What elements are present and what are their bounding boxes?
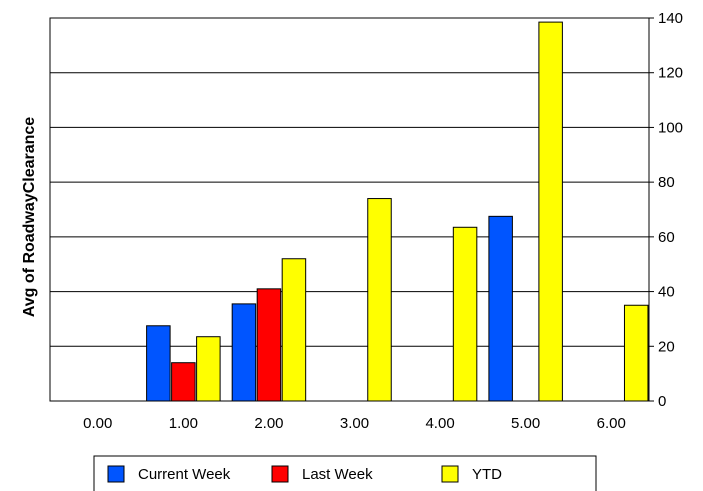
- x-tick-label: 1.00: [169, 415, 198, 432]
- legend-swatch: [271, 465, 289, 483]
- bar: [256, 288, 282, 402]
- legend-label: YTD: [472, 466, 502, 483]
- bar: [538, 21, 563, 402]
- x-tick-label: 6.00: [597, 415, 626, 432]
- legend-box: [93, 455, 597, 491]
- legend-label: Current Week: [138, 466, 231, 483]
- bar: [623, 304, 649, 402]
- bar: [231, 303, 257, 402]
- bar: [488, 215, 513, 402]
- y-tick-label: 40: [658, 284, 675, 301]
- y-tick-label: 0: [658, 393, 666, 410]
- bars: [146, 21, 649, 402]
- bar: [367, 198, 392, 402]
- x-tick-label: 5.00: [511, 415, 540, 432]
- x-axis-ticks: 0.00 1.00 2.00 3.00 4.00 5.00 6.00: [83, 415, 626, 432]
- bar: [171, 362, 196, 402]
- y-tick-label: 120: [658, 65, 683, 82]
- y-axis-label: Avg of RoadwayClearance: [21, 117, 38, 317]
- legend: Current Week Last Week YTD: [93, 455, 597, 491]
- legend-swatch: [107, 465, 125, 483]
- y-tick-label: 20: [658, 338, 675, 355]
- y-tick-label: 60: [658, 229, 675, 246]
- x-tick-label: 2.00: [254, 415, 283, 432]
- y-tick-label: 80: [658, 174, 675, 191]
- legend-swatch: [441, 465, 459, 483]
- bar: [452, 226, 478, 402]
- x-tick-label: 3.00: [340, 415, 369, 432]
- x-tick-label: 0.00: [83, 415, 112, 432]
- x-tick-label: 4.00: [425, 415, 454, 432]
- bar: [196, 336, 221, 402]
- bar: [146, 325, 171, 402]
- y-axis-ticks: 0 20 40 60 80 100 120 140: [649, 10, 683, 410]
- y-tick-label: 140: [658, 10, 683, 27]
- y-tick-label: 100: [658, 119, 683, 136]
- legend-label: Last Week: [302, 466, 373, 483]
- bar: [281, 258, 307, 402]
